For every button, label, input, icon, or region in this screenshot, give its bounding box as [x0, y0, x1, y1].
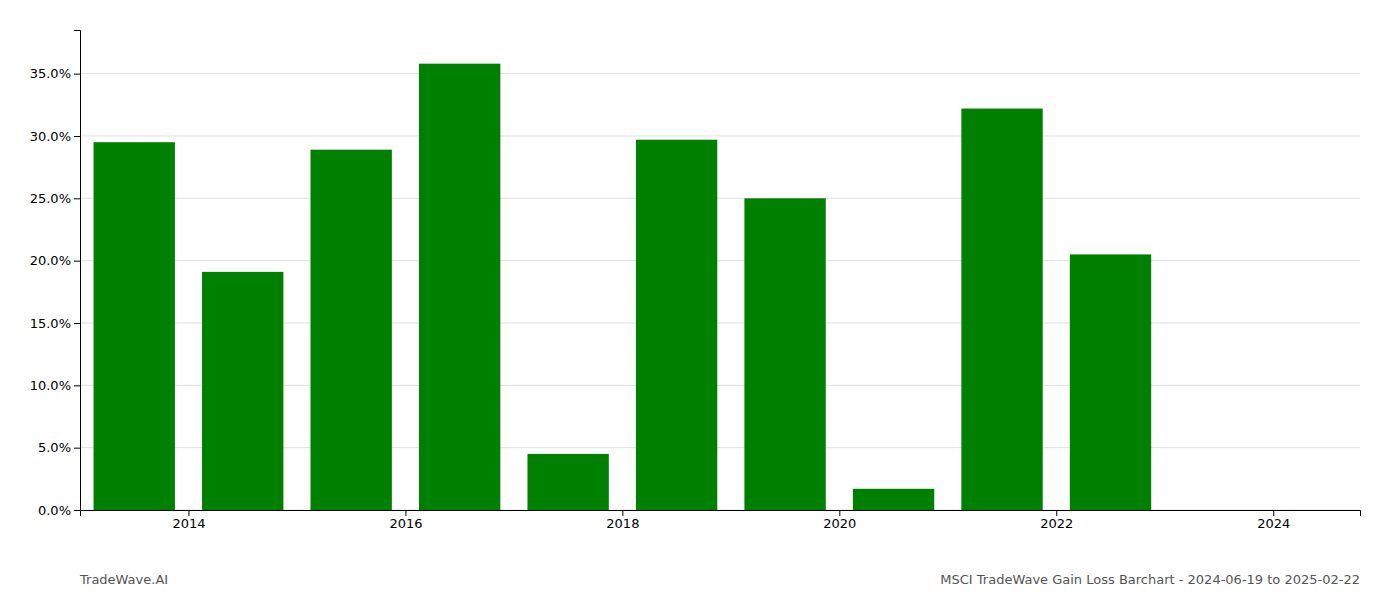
y-tick-mark — [74, 261, 80, 262]
grid-line — [80, 260, 1360, 261]
y-tick: 35.0% — [30, 66, 80, 81]
bar — [94, 142, 175, 510]
bar — [527, 454, 608, 510]
y-tick-mark — [74, 448, 80, 449]
grid — [80, 74, 1360, 510]
x-tick-mark — [1273, 510, 1274, 516]
footer-text: MSCI TradeWave Gain Loss Barchart - 2024… — [940, 572, 1360, 587]
x-axis: 2014 2016 2018 2020 2022 2024 — [81, 510, 1361, 531]
x-tick-mark — [622, 510, 623, 516]
x-axis-line — [81, 511, 1361, 517]
x-tick-mark — [405, 510, 406, 516]
y-tick-mark — [74, 323, 80, 324]
bar — [961, 109, 1042, 510]
bar — [853, 489, 934, 510]
footer-text: TradeWave.AI — [79, 572, 168, 587]
y-tick: 25.0% — [30, 191, 80, 206]
bar — [419, 64, 500, 510]
y-tick-label: 30.0% — [30, 129, 71, 144]
x-tick-label: 2016 — [389, 516, 422, 531]
y-tick: 0.0% — [38, 503, 80, 518]
x-tick: 2022 — [1040, 510, 1073, 531]
bar — [311, 150, 392, 510]
y-tick-mark — [74, 510, 80, 511]
y-tick: 15.0% — [30, 316, 80, 331]
y-tick: 5.0% — [38, 440, 80, 455]
grid-line — [80, 135, 1360, 136]
x-tick: 2020 — [823, 510, 856, 531]
chart: 2014 2016 2018 2020 2022 2024 0.0% 5.0% 10.0% 15.… — [0, 0, 1400, 600]
bar — [1178, 510, 1259, 511]
y-tick-label: 10.0% — [30, 378, 71, 393]
bar — [1070, 254, 1151, 510]
y-tick-label: 15.0% — [30, 316, 71, 331]
grid-line — [80, 73, 1360, 74]
x-tick: 2016 — [389, 510, 422, 531]
x-tick-label: 2014 — [172, 516, 205, 531]
y-tick-label: 0.0% — [38, 503, 71, 518]
bar — [202, 272, 283, 510]
x-tick-label: 2024 — [1257, 516, 1290, 531]
y-tick: 30.0% — [30, 129, 80, 144]
x-tick-label: 2022 — [1040, 516, 1073, 531]
bar — [636, 140, 717, 510]
x-tick: 2024 — [1257, 510, 1290, 531]
x-tick-label: 2018 — [606, 516, 639, 531]
x-tick: 2018 — [606, 510, 639, 531]
x-tick-mark — [188, 510, 189, 516]
x-tick-mark — [1056, 510, 1057, 516]
plot: 2014 2016 2018 2020 2022 2024 0.0% 5.0% 10.0% 15.… — [30, 31, 1361, 532]
y-axis-line — [74, 31, 81, 511]
bar — [744, 198, 825, 510]
y-tick-mark — [74, 136, 80, 137]
x-tick: 2014 — [172, 510, 205, 531]
y-tick-label: 20.0% — [30, 253, 71, 268]
y-tick-mark — [74, 385, 80, 386]
footer: TradeWave.AI MSCI TradeWave Gain Loss Bar… — [79, 572, 1360, 587]
y-tick-label: 5.0% — [38, 440, 71, 455]
y-tick: 20.0% — [30, 253, 80, 268]
y-tick-label: 25.0% — [30, 191, 71, 206]
y-tick-mark — [74, 74, 80, 75]
bars — [94, 64, 1152, 510]
x-tick-mark — [839, 510, 840, 516]
y-tick: 10.0% — [30, 378, 80, 393]
x-tick-label: 2020 — [823, 516, 856, 531]
y-tick-mark — [74, 198, 80, 199]
grid-line — [80, 198, 1360, 199]
y-axis: 0.0% 5.0% 10.0% 15.0% 20.0% 25.0% 30.0% 35.0% — [30, 31, 81, 518]
y-tick-label: 35.0% — [30, 66, 71, 81]
